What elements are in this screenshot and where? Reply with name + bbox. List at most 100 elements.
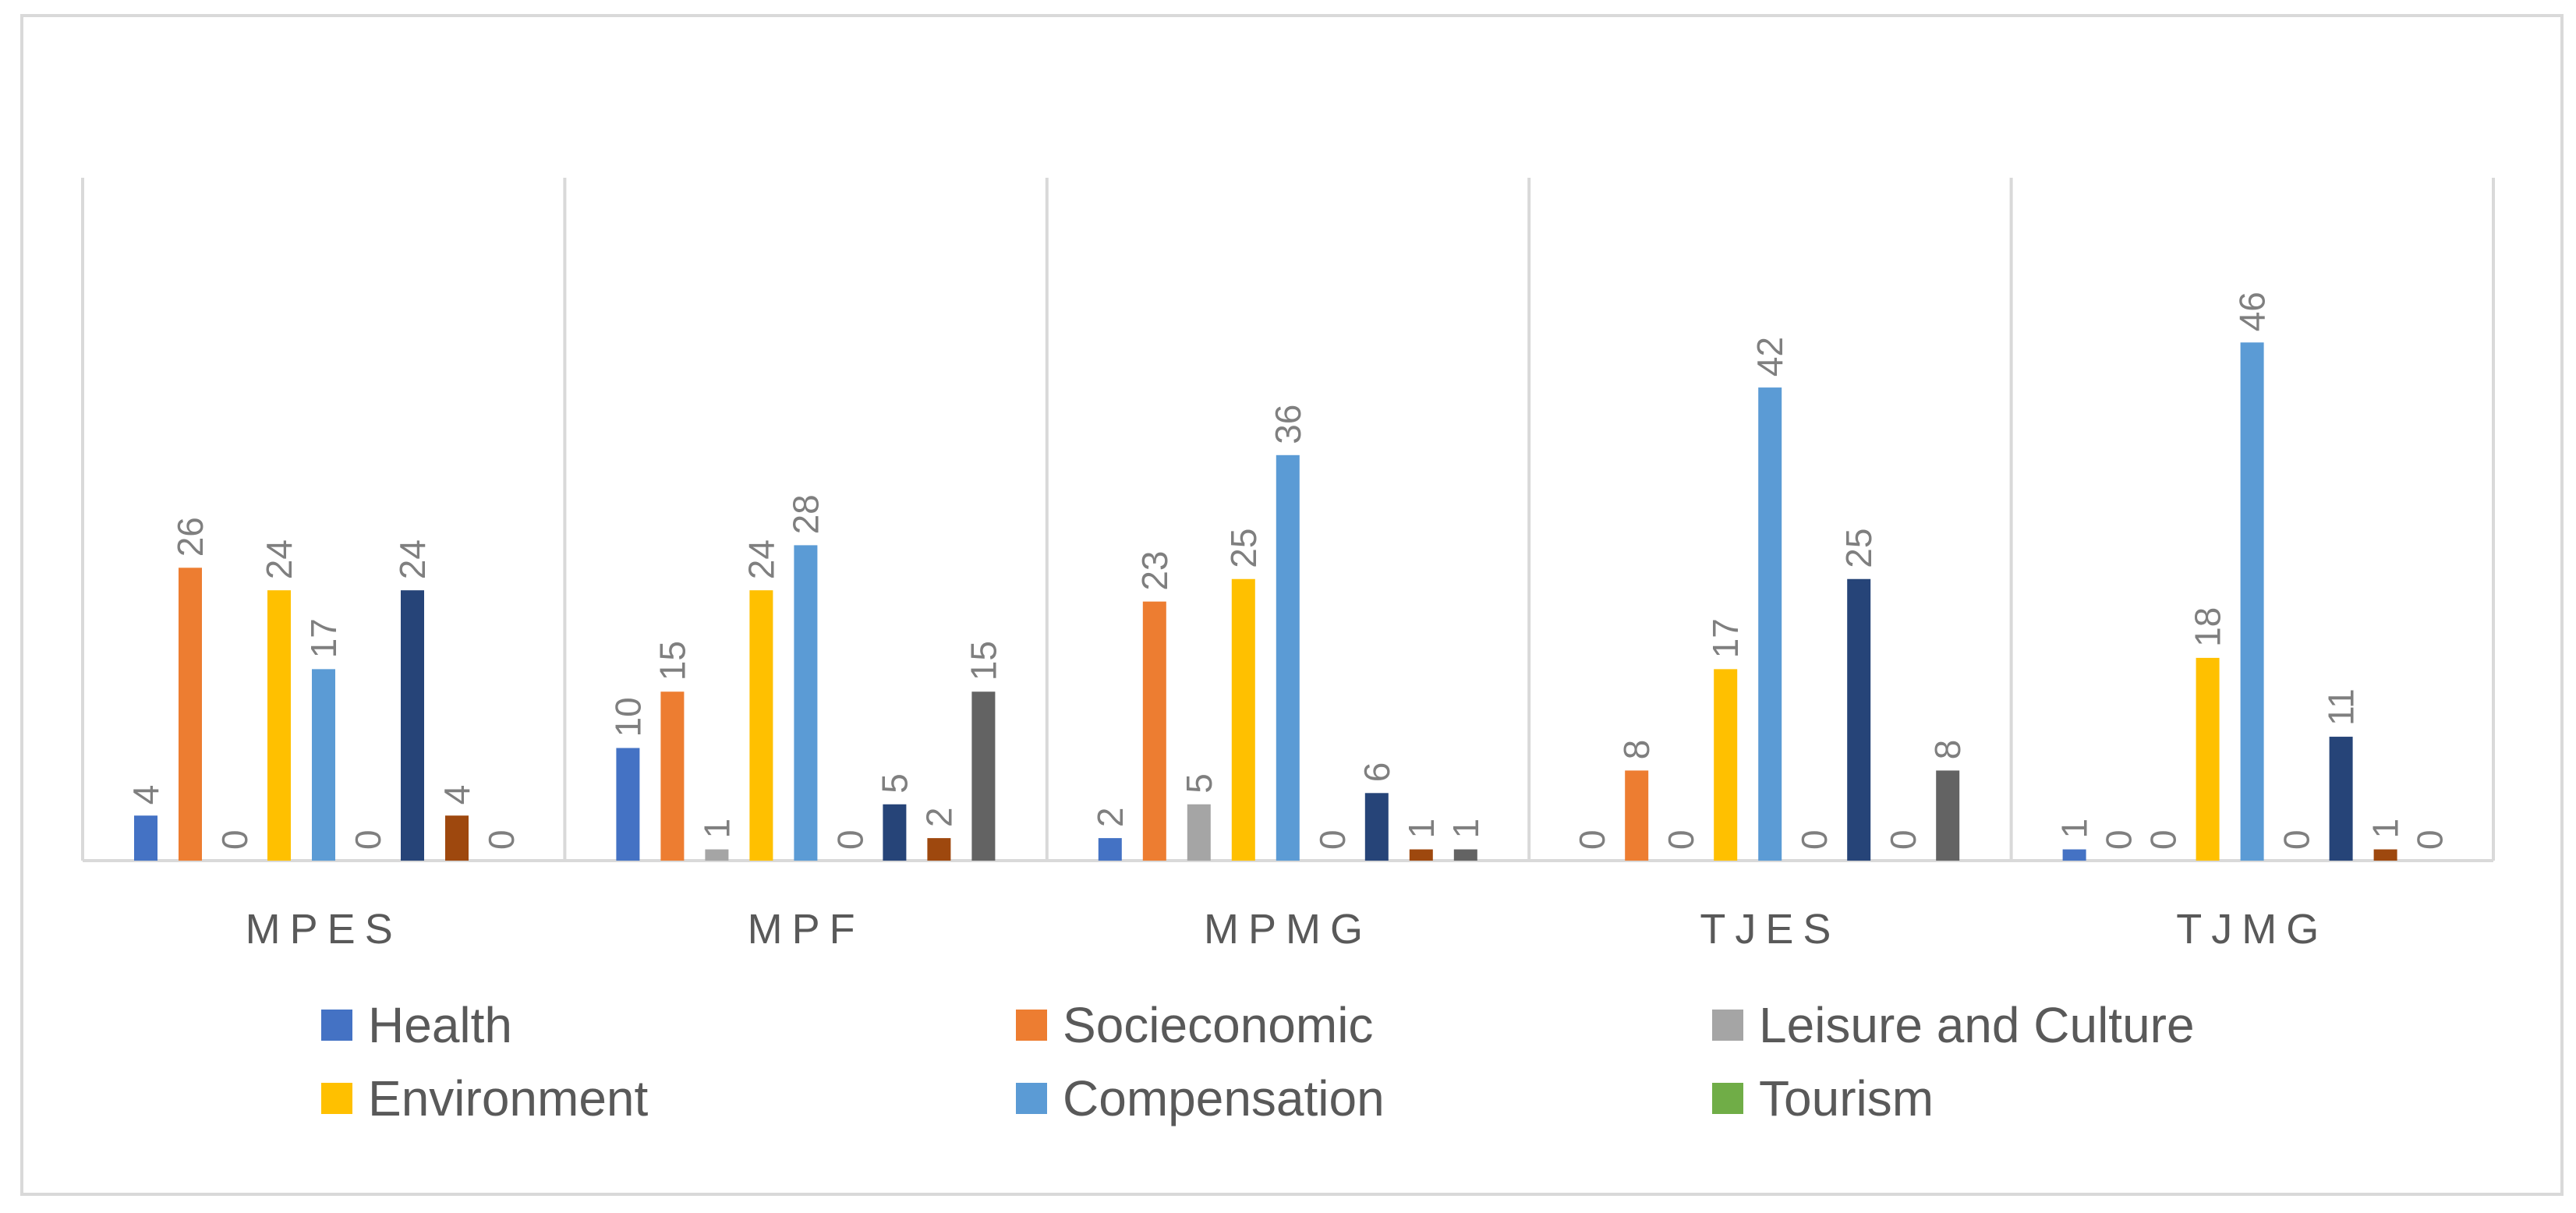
data-label: 0 — [481, 829, 522, 850]
bar-mpmg-1 — [1142, 601, 1166, 861]
bar-tjmg-4 — [2240, 342, 2264, 861]
data-label: 25 — [1838, 529, 1879, 568]
data-label: 0 — [1312, 829, 1353, 850]
bar-mpes-4 — [312, 669, 335, 861]
data-label: 0 — [1661, 829, 1701, 850]
bar-tjes-6 — [1847, 578, 1871, 861]
data-label: 17 — [1705, 618, 1746, 658]
legend-label: Environment — [368, 1070, 649, 1126]
x-tick-label: MPF — [748, 906, 865, 953]
legend-item: Leisure and Culture — [1712, 996, 2195, 1054]
bar-mpmg-8 — [1453, 849, 1477, 861]
data-label: 0 — [348, 829, 388, 850]
bar-mpf-4 — [794, 545, 818, 861]
bar-mpes-1 — [179, 568, 202, 861]
data-label: 28 — [785, 494, 826, 534]
data-label: 46 — [2232, 292, 2273, 331]
data-label: 24 — [741, 539, 781, 579]
bar-mpf-8 — [971, 691, 996, 861]
data-label: 23 — [1134, 550, 1175, 590]
bar-mpf-7 — [927, 838, 951, 861]
data-label: 0 — [1794, 829, 1835, 850]
legend-label: Leisure and Culture — [1759, 997, 2195, 1053]
data-label: 26 — [170, 517, 211, 557]
bar-mpmg-4 — [1276, 454, 1300, 861]
data-label: 2 — [918, 808, 959, 828]
bar-mpf-3 — [749, 590, 773, 861]
data-label: 0 — [830, 829, 870, 850]
data-label: 36 — [1268, 405, 1308, 444]
legend-swatch — [1712, 1083, 1743, 1114]
legend-swatch — [1712, 1010, 1743, 1041]
data-label: 8 — [1616, 740, 1657, 760]
data-label: 1 — [1401, 819, 1442, 839]
bar-tjmg-7 — [2373, 849, 2397, 861]
data-label: 0 — [214, 829, 255, 850]
bar-tjmg-0 — [2062, 849, 2086, 861]
data-label: 5 — [1179, 773, 1219, 794]
bar-mpes-3 — [267, 590, 291, 861]
data-label: 4 — [437, 785, 477, 805]
data-label: 2 — [1090, 808, 1131, 828]
legend-swatch — [321, 1083, 352, 1114]
legend-label: Socieconomic — [1063, 997, 1374, 1053]
bar-mpf-2 — [705, 849, 729, 861]
x-tick-label: TJMG — [2176, 906, 2328, 953]
data-label: 1 — [1445, 819, 1486, 839]
data-label: 8 — [1927, 740, 1968, 760]
legend-item: Compensation — [1016, 1070, 1385, 1127]
data-label: 18 — [2188, 607, 2228, 647]
legend-swatch — [1016, 1010, 1047, 1041]
legend-item: Socieconomic — [1016, 996, 1373, 1054]
bar-tjes-4 — [1758, 387, 1782, 861]
legend-item: Health — [321, 996, 512, 1054]
data-label: 0 — [2143, 829, 2184, 850]
data-label: 6 — [1357, 762, 1397, 783]
bar-mpf-0 — [616, 748, 640, 861]
data-label: 10 — [607, 697, 648, 737]
bar-mpmg-3 — [1231, 578, 1255, 861]
bar-tjes-3 — [1714, 669, 1738, 861]
data-label: 0 — [1883, 829, 1923, 850]
legend-label: Tourism — [1759, 1070, 1934, 1126]
legend-swatch — [321, 1010, 352, 1041]
bar-mpmg-2 — [1187, 804, 1211, 861]
data-label: 0 — [1572, 829, 1612, 850]
data-label: 1 — [2054, 819, 2095, 839]
bar-mpf-1 — [660, 691, 685, 861]
legend-item: Tourism — [1712, 1070, 1934, 1127]
data-label: 1 — [2365, 819, 2406, 839]
x-tick-label: TJES — [1700, 906, 1840, 953]
bar-mpmg-7 — [1409, 849, 1433, 861]
bar-tjes-8 — [1936, 770, 1960, 861]
bar-mpf-6 — [883, 804, 907, 861]
data-label: 42 — [1750, 337, 1790, 377]
bar-tjmg-3 — [2196, 657, 2220, 861]
x-tick-label: MPMG — [1204, 906, 1372, 953]
data-label: 25 — [1223, 529, 1264, 568]
x-tick-label: MPES — [246, 906, 402, 953]
bar-tjes-1 — [1625, 770, 1649, 861]
data-label: 1 — [696, 819, 737, 839]
bar-mpes-7 — [445, 815, 469, 861]
data-label: 4 — [126, 785, 166, 805]
data-label: 11 — [2321, 688, 2362, 726]
bar-mpmg-0 — [1098, 838, 1122, 861]
bar-tjmg-6 — [2329, 737, 2353, 861]
data-label: 5 — [874, 773, 915, 794]
bar-mpmg-6 — [1364, 793, 1389, 861]
data-label: 0 — [2099, 829, 2139, 850]
legend-label: Compensation — [1063, 1070, 1385, 1126]
legend-swatch — [1016, 1083, 1047, 1114]
data-label: 17 — [303, 618, 344, 658]
data-label: 0 — [2277, 829, 2317, 850]
data-label: 24 — [392, 539, 433, 579]
legend-item: Environment — [321, 1070, 648, 1127]
bar-mpes-6 — [401, 590, 424, 861]
data-label: 0 — [2410, 829, 2450, 850]
bar-mpes-0 — [134, 815, 157, 861]
legend-label: Health — [368, 997, 512, 1053]
data-label: 24 — [259, 539, 299, 579]
data-label: 15 — [652, 641, 692, 681]
